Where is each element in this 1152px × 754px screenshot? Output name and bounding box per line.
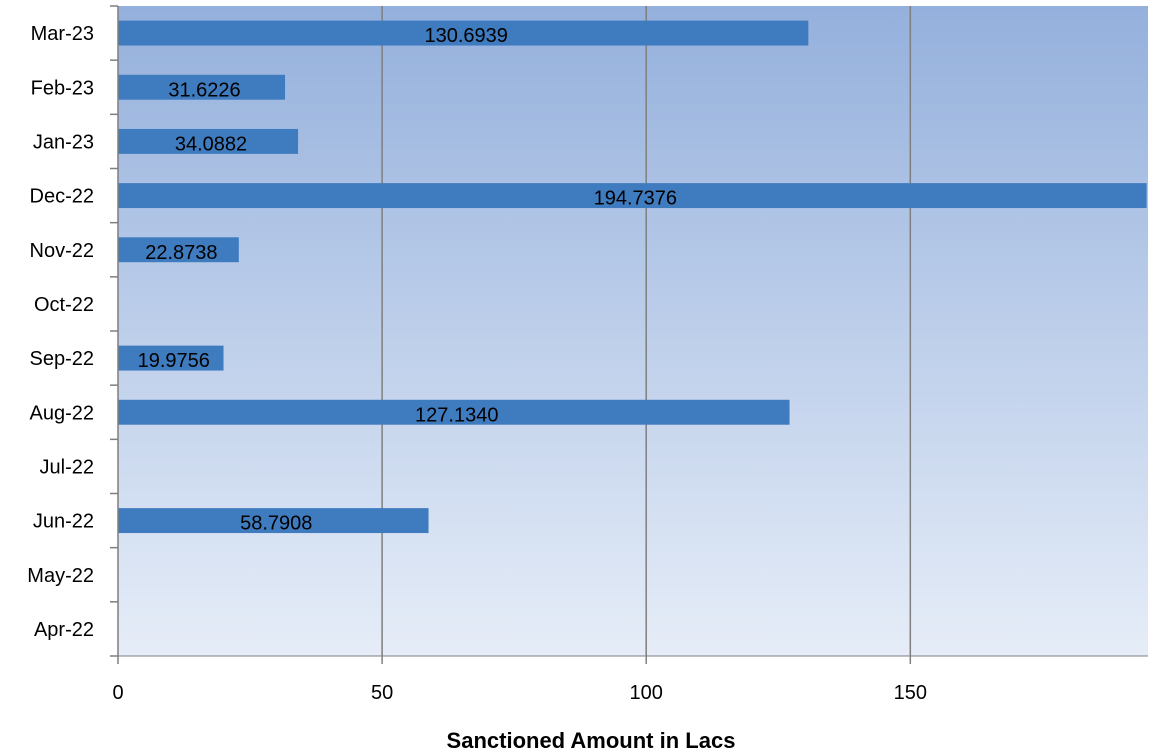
x-axis-title: Sanctioned Amount in Lacs: [447, 728, 736, 753]
y-tick-label: Oct-22: [34, 294, 94, 316]
bar: [118, 183, 1147, 209]
y-tick-label: Mar-23: [31, 23, 94, 45]
data-label: 19.9756: [138, 350, 210, 372]
x-tick-label: 100: [630, 682, 663, 704]
data-label: 130.6939: [424, 25, 507, 47]
bar: [118, 508, 429, 534]
data-label: 127.1340: [415, 404, 498, 426]
y-tick-label: Jul-22: [40, 456, 94, 478]
data-label: 22.8738: [145, 242, 217, 264]
bar: [118, 237, 239, 263]
bar: [118, 128, 299, 154]
bar: [118, 74, 286, 100]
bar: [118, 345, 224, 371]
bar: [118, 20, 809, 46]
y-tick-label: Nov-22: [30, 240, 94, 262]
bar: [118, 399, 790, 425]
y-tick-label: May-22: [27, 565, 94, 587]
y-tick-label: Sep-22: [30, 348, 95, 370]
y-tick-label: Aug-22: [30, 402, 95, 424]
x-tick-label: 150: [894, 682, 927, 704]
x-tick-label: 50: [371, 682, 393, 704]
y-tick-label: Feb-23: [31, 77, 94, 99]
data-label: 34.0882: [175, 133, 247, 155]
y-tick-label: Dec-22: [30, 186, 94, 208]
data-label: 58.7908: [240, 513, 312, 535]
y-tick-label: Jan-23: [33, 131, 94, 153]
y-tick-label: Jun-22: [33, 511, 94, 533]
data-label: 31.6226: [168, 79, 240, 101]
data-label: 194.7376: [594, 188, 677, 210]
y-tick-label: Apr-22: [34, 619, 94, 641]
x-tick-label: 0: [112, 682, 123, 704]
plot-area: [118, 6, 1148, 656]
